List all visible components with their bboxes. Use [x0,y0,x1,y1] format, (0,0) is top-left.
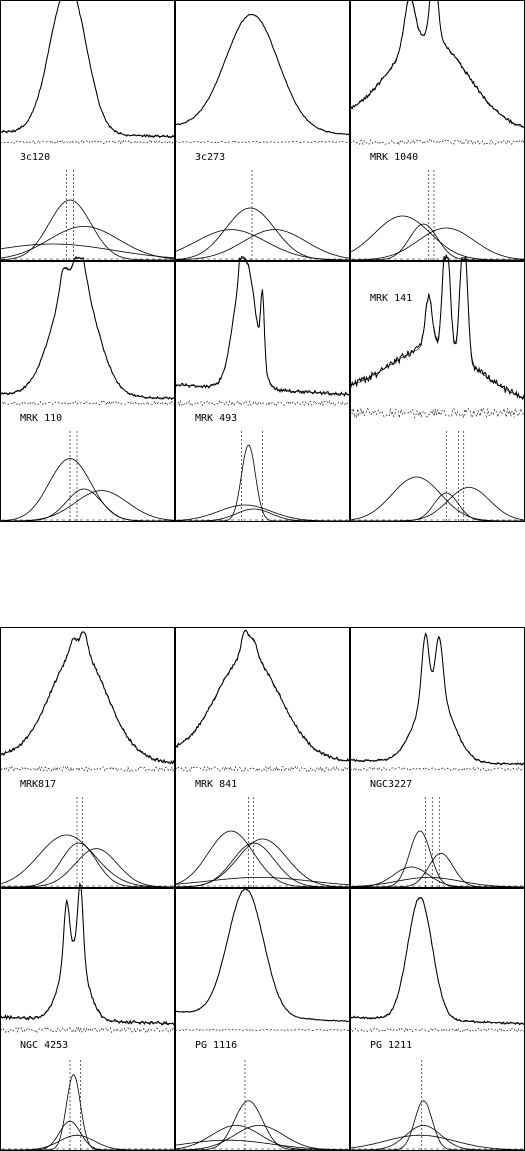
observed-spectrum-line [349,897,525,1026]
observed-spectrum-line [174,888,351,1023]
residual-line [349,1027,525,1033]
gaussian-component-3 [0,243,175,259]
gaussian-component-2 [350,1125,525,1151]
residual-line [0,1026,176,1034]
gaussian-component-2 [349,866,525,888]
gaussian-component-2 [0,226,176,260]
model-fit-line [174,629,351,762]
gaussian-component-1 [0,834,175,888]
panel-frame [175,261,350,522]
observed-spectrum-line [0,256,176,401]
model-fit-line [0,0,175,137]
gaussian-component-3 [175,229,351,261]
panel-label: 3c120 [20,152,50,163]
residual-line [349,138,525,146]
panel-label: MRK817 [20,779,56,790]
panel-label: MRK 841 [195,779,237,790]
gaussian-component-4 [174,877,351,886]
residual-line [174,399,351,407]
observed-spectrum-line [349,0,525,130]
residual-line [0,400,176,406]
panel-label: 3c273 [195,152,225,163]
model-fit-line [350,633,525,765]
panel-label: PG 1211 [370,1040,412,1051]
observed-spectrum-line [0,631,176,765]
panel-label: MRK 110 [20,413,62,424]
gaussian-component-2 [350,492,525,522]
gaussian-component-1 [0,1074,175,1151]
panel-frame [350,627,525,888]
residual-line [175,765,351,773]
panel-label: MRK 141 [370,293,412,304]
model-fit-line [0,257,175,399]
observed-spectrum-line [349,632,525,767]
observed-spectrum-line [0,881,176,1026]
panel-label: PG 1116 [195,1040,237,1051]
panel-label: MRK 493 [195,413,237,424]
observed-spectrum-line [349,254,525,401]
gaussian-component-3 [0,848,175,888]
panel-label: NGC3227 [370,779,412,790]
panel-frame [175,627,350,888]
observed-spectrum-line [174,13,351,136]
gaussian-component-3 [0,490,176,522]
gaussian-component-2 [350,223,525,261]
panel-frame [350,0,525,261]
model-fit-line [174,14,351,135]
model-fit-line [0,631,176,763]
gaussian-component-1 [350,830,525,888]
observed-spectrum-line [0,0,176,139]
model-fit-line [349,0,525,129]
gaussian-component-3 [175,1125,350,1151]
model-fit-line [349,257,525,399]
residual-line [0,139,176,145]
gaussian-component-3 [175,838,350,888]
gaussian-component-2 [174,1125,350,1151]
model-fit-line [349,896,525,1024]
gaussian-component-2 [0,488,175,522]
gaussian-component-3 [350,852,525,888]
observed-spectrum-line [174,255,351,397]
panel-frame [0,0,175,261]
gaussian-component-2 [0,842,175,888]
observed-spectrum-line [174,630,351,762]
gaussian-component-1 [175,207,350,261]
gaussian-component-1 [0,199,175,261]
gaussian-component-1 [350,1100,525,1151]
model-fit-line [0,884,175,1024]
gaussian-component-3 [350,227,525,261]
gaussian-component-4 [174,1139,350,1151]
gaussian-component-2 [174,229,350,261]
panel-label: MRK 1040 [370,152,418,163]
panel-frame [175,888,350,1151]
gaussian-component-2 [0,1120,175,1151]
panel-frame [0,627,175,888]
panel-frame [350,888,525,1151]
model-fit-line [174,888,351,1022]
model-fit-line [175,257,351,395]
residual-line [349,407,525,419]
residual-line [174,140,351,144]
gaussian-component-3 [350,487,525,522]
panel-frame [0,261,175,522]
residual-line [174,1028,351,1032]
residual-line [0,765,176,773]
panel-frame [175,0,350,261]
residual-line [349,766,525,772]
gaussian-component-3 [349,1134,525,1151]
panel-label: NGC 4253 [20,1040,68,1051]
gaussian-component-3 [175,508,350,522]
gaussian-component-3 [0,1134,175,1151]
gaussian-component-4 [349,877,525,888]
